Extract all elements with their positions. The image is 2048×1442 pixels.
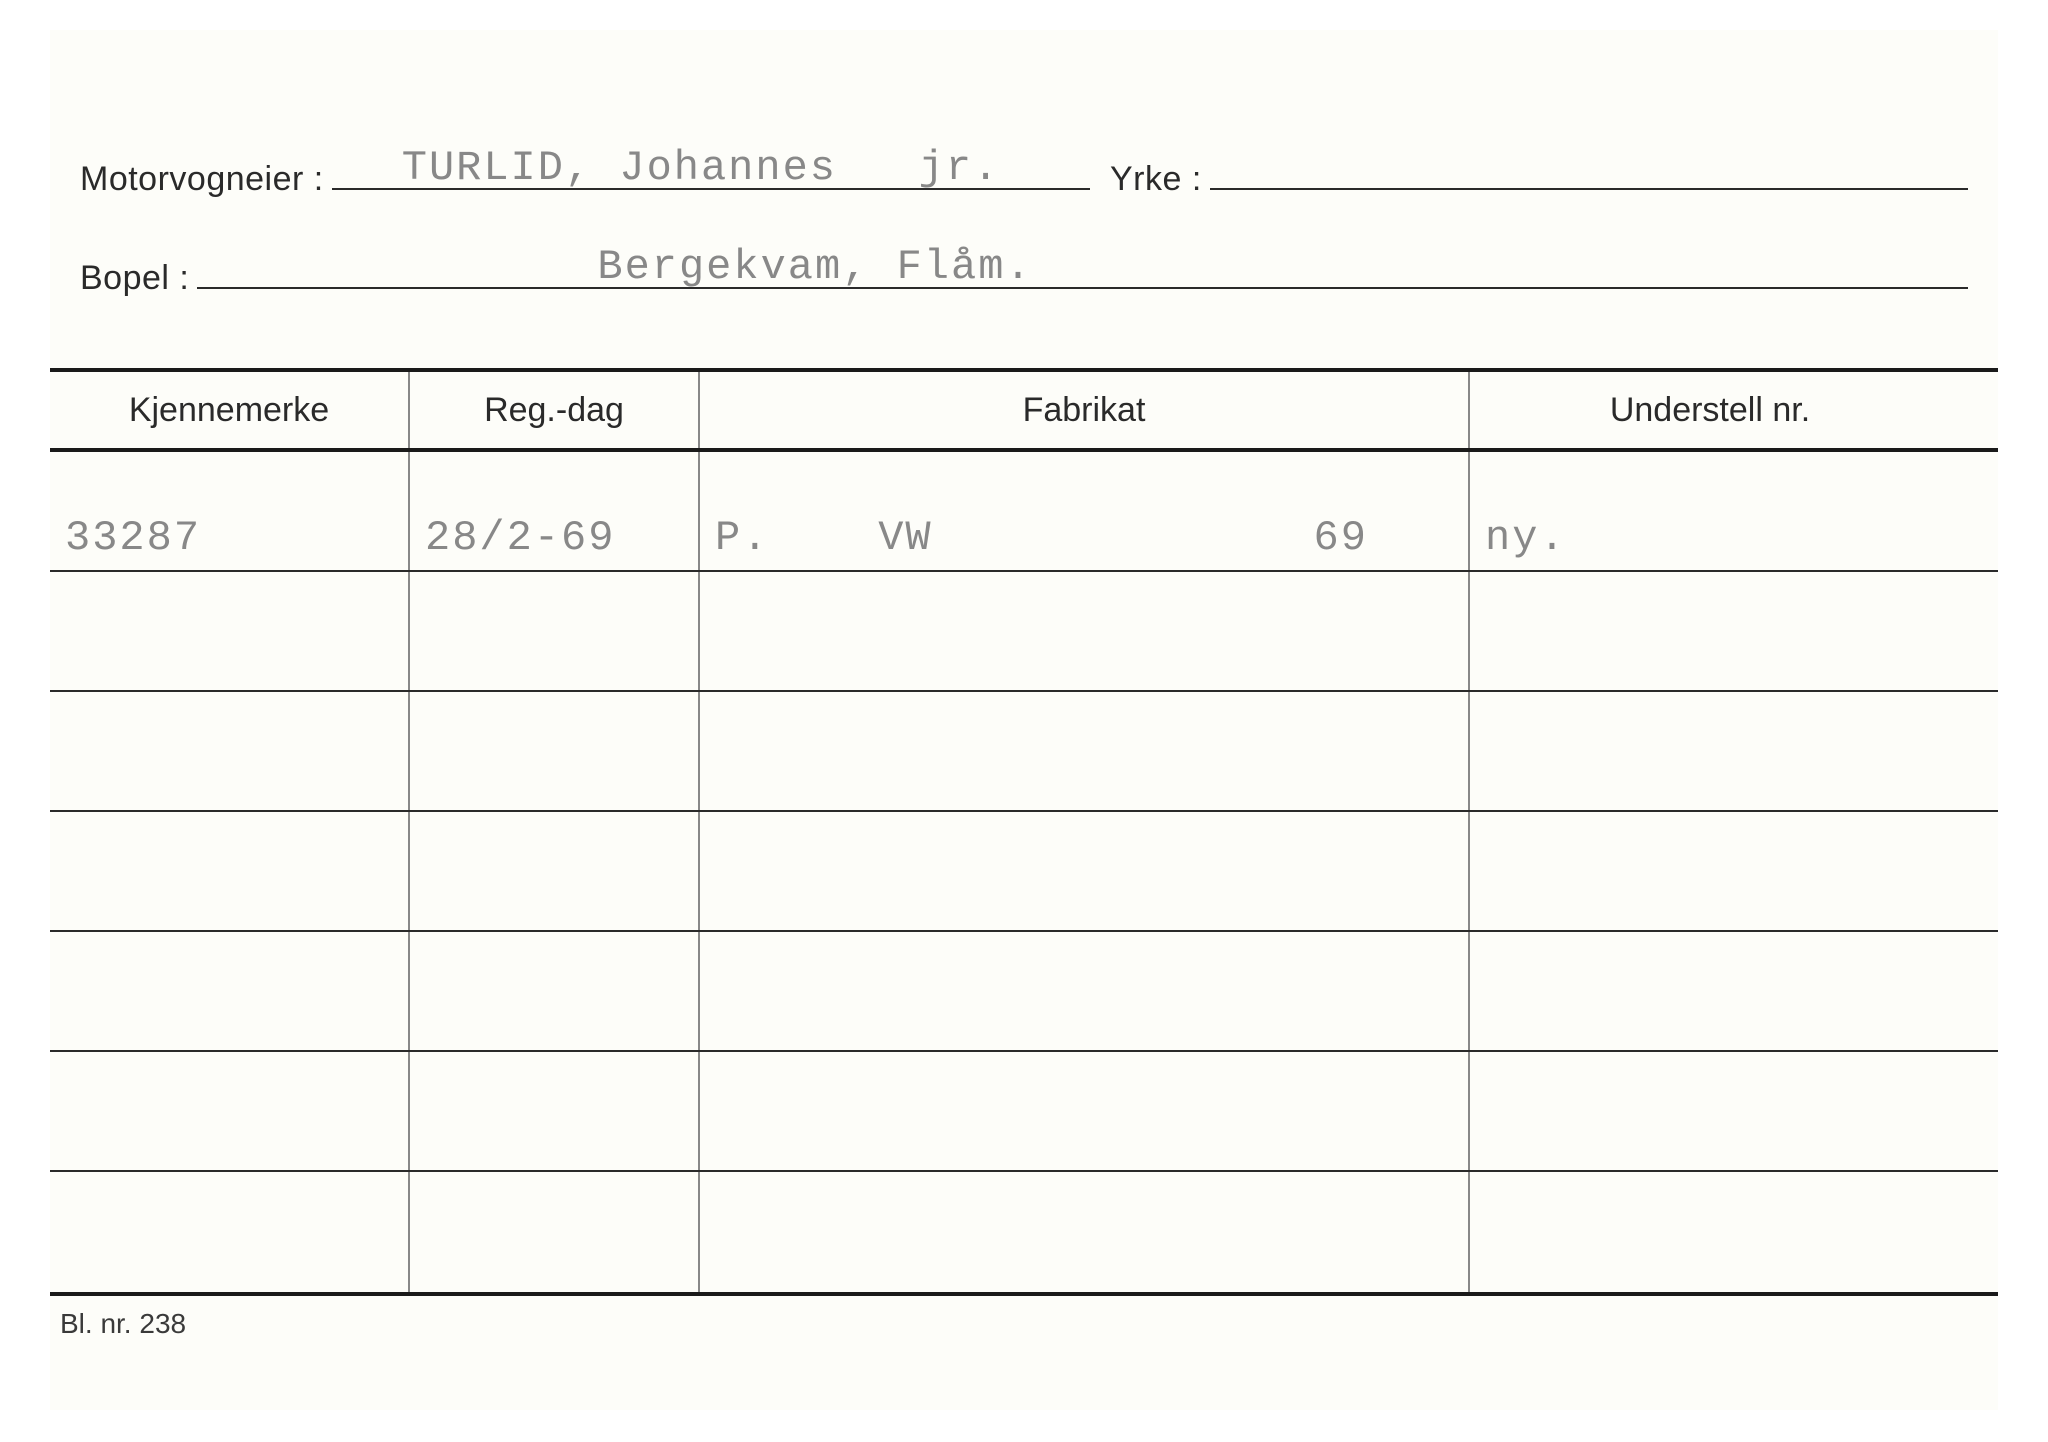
bopel-value: Bergekvam, Flåm. — [597, 243, 1032, 291]
cell-regdag — [410, 1052, 700, 1170]
cell-kjennemerke — [50, 692, 410, 810]
cell-kjennemerke — [50, 572, 410, 690]
cell-fabrikat — [700, 932, 1470, 1050]
table-row — [50, 932, 1998, 1052]
header-kjennemerke: Kjennemerke — [50, 372, 410, 448]
cell-kjennemerke — [50, 1172, 410, 1292]
cell-fabrikat — [700, 572, 1470, 690]
cell-understell — [1470, 812, 1950, 930]
cell-regdag: 28/2-69 — [410, 452, 700, 570]
vehicle-table: Kjennemerke Reg.-dag Fabrikat Understell… — [50, 368, 1998, 1292]
table-row — [50, 1172, 1998, 1292]
cell-fabrikat: P. VW 69 — [700, 452, 1470, 570]
cell-fabrikat — [700, 692, 1470, 810]
cell-understell — [1470, 1172, 1950, 1292]
cell-kjennemerke — [50, 812, 410, 930]
cell-kjennemerke — [50, 1052, 410, 1170]
header-understell: Understell nr. — [1470, 372, 1950, 448]
cell-kjennemerke — [50, 932, 410, 1050]
motorvogneier-value: TURLID, Johannes jr. — [402, 144, 1001, 192]
bopel-line: Bergekvam, Flåm. — [197, 249, 1968, 289]
cell-kjennemerke: 33287 — [50, 452, 410, 570]
cell-regdag — [410, 572, 700, 690]
table-row — [50, 812, 1998, 932]
cell-fabrikat — [700, 812, 1470, 930]
cell-fabrikat — [700, 1052, 1470, 1170]
table-row — [50, 572, 1998, 692]
header-regdag: Reg.-dag — [410, 372, 700, 448]
table-body: 33287 28/2-69 P. VW 69 ny. — [50, 452, 1998, 1292]
form-number: Bl. nr. 238 — [60, 1308, 186, 1339]
cell-regdag — [410, 1172, 700, 1292]
cell-understell: ny. — [1470, 452, 1950, 570]
cell-understell — [1470, 692, 1950, 810]
motorvogneier-label: Motorvogneier : — [80, 160, 324, 199]
bopel-row: Bopel : Bergekvam, Flåm. — [80, 249, 1968, 298]
yrke-label: Yrke : — [1110, 160, 1202, 199]
table-header-row: Kjennemerke Reg.-dag Fabrikat Understell… — [50, 372, 1998, 452]
cell-regdag — [410, 932, 700, 1050]
cell-understell — [1470, 572, 1950, 690]
header-fabrikat: Fabrikat — [700, 372, 1470, 448]
cell-fabrikat — [700, 1172, 1470, 1292]
cell-understell — [1470, 1052, 1950, 1170]
table-row — [50, 692, 1998, 812]
cell-regdag — [410, 692, 700, 810]
footer: Bl. nr. 238 — [50, 1292, 1998, 1352]
owner-row: Motorvogneier : TURLID, Johannes jr. Yrk… — [80, 150, 1968, 199]
yrke-line — [1210, 150, 1968, 190]
cell-regdag — [410, 812, 700, 930]
bopel-label: Bopel : — [80, 259, 189, 298]
motorvogneier-line: TURLID, Johannes jr. — [332, 150, 1090, 190]
cell-understell — [1470, 932, 1950, 1050]
header-fields: Motorvogneier : TURLID, Johannes jr. Yrk… — [50, 30, 1998, 368]
table-row — [50, 1052, 1998, 1172]
table-row: 33287 28/2-69 P. VW 69 ny. — [50, 452, 1998, 572]
registration-card: Motorvogneier : TURLID, Johannes jr. Yrk… — [50, 30, 1998, 1410]
